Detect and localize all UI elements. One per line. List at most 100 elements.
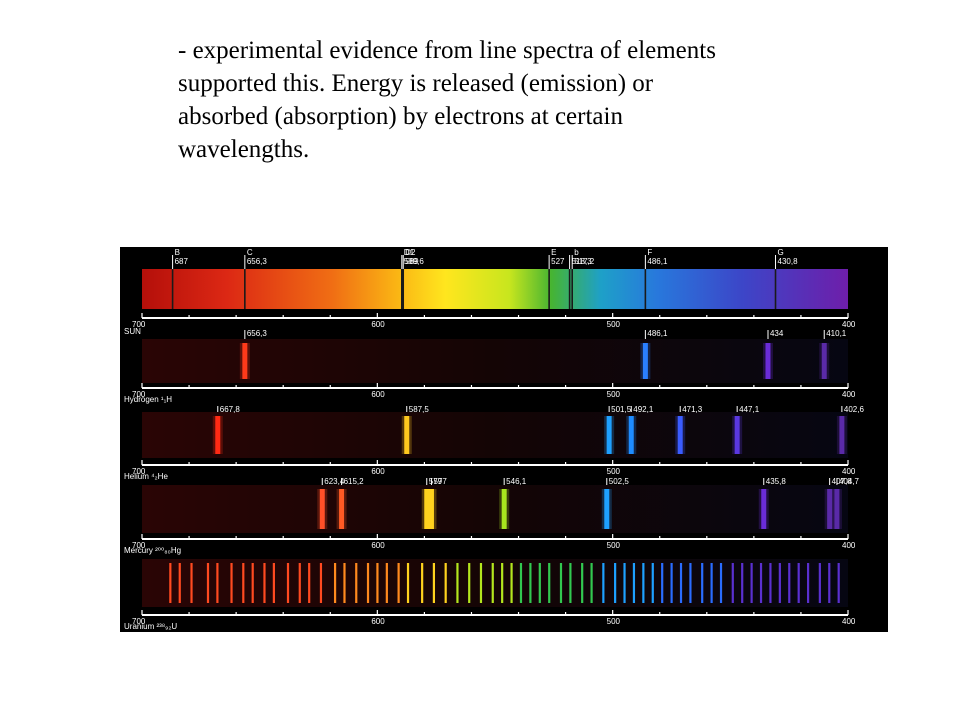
emission-line (769, 563, 772, 603)
fraunhofer-letter: G (778, 248, 784, 257)
emission-line (839, 416, 845, 454)
emission-line (406, 563, 410, 603)
emission-line (731, 563, 734, 603)
caption-line: absorbed (absorption) by electrons at ce… (178, 103, 623, 130)
wavelength-label: 615,2 (344, 477, 365, 486)
emission-line (548, 563, 551, 603)
emission-spectrum-band (142, 485, 848, 533)
axis-tick-label: 700 (132, 320, 146, 329)
emission-line (606, 416, 612, 454)
emission-line (501, 489, 507, 529)
axis-tick-label: 500 (607, 541, 621, 550)
spectra-figure: B 687 C 656,3 D1 589,6 D2 589 E 527 518,3 b 517,2 F 48… (120, 247, 888, 632)
emission-line (778, 563, 781, 603)
emission-line (263, 563, 266, 603)
element-label: Hydrogen ¹₁H (124, 395, 172, 404)
emission-line (837, 563, 840, 603)
emission-line (590, 563, 593, 603)
fraunhofer-letter: F (647, 248, 652, 257)
emission-line (178, 563, 181, 603)
emission-line (821, 343, 827, 379)
emission-line (661, 563, 664, 603)
wavelength-label: 667,8 (220, 405, 241, 414)
emission-line (385, 563, 388, 603)
wavelength-label: 402,6 (844, 405, 865, 414)
wavelength-label: 518,3 (572, 257, 593, 266)
caption-line: supported this. Energy is released (emis… (178, 70, 654, 97)
emission-line (750, 563, 753, 603)
element-label: Mercury ²⁰⁰₈₀Hg (124, 546, 181, 555)
emission-line (468, 563, 471, 603)
wavelength-label: 687 (175, 257, 189, 266)
emission-line (298, 563, 301, 603)
emission-line (308, 563, 311, 603)
axis-tick-label: 500 (607, 617, 621, 626)
emission-line (421, 563, 424, 603)
axis-tick-label: 400 (842, 541, 856, 550)
wavelength-label: 527 (551, 257, 565, 266)
emission-line (788, 563, 791, 603)
emission-line (169, 563, 172, 603)
wavelength-label: 517,2 (574, 257, 595, 266)
emission-line (818, 563, 821, 603)
emission-line (251, 563, 254, 603)
emission-line (242, 343, 248, 379)
wavelength-label: 546,1 (506, 477, 527, 486)
axis-tick-label: 700 (132, 617, 146, 626)
emission-line (215, 416, 221, 454)
wavelength-label: 492,1 (633, 405, 654, 414)
emission-line (230, 563, 233, 603)
emission-line (286, 563, 290, 603)
emission-line (581, 563, 584, 603)
wavelength-label: 656,3 (247, 257, 268, 266)
wavelength-label: 501,5 (611, 405, 632, 414)
fraunhofer-letter: b (574, 248, 579, 257)
wavelength-label: 577 (433, 477, 447, 486)
emission-line (834, 489, 840, 529)
wavelength-label: 589 (405, 257, 419, 266)
emission-line (828, 563, 831, 603)
axis-tick-label: 700 (132, 541, 146, 550)
emission-line (397, 563, 400, 603)
emission-line (355, 563, 358, 603)
element-label: SUN (124, 327, 141, 336)
axis-tick-label: 700 (132, 467, 146, 476)
emission-line (827, 489, 833, 529)
emission-line (432, 563, 436, 603)
emission-line (741, 563, 744, 603)
emission-line (319, 563, 323, 603)
emission-line (529, 563, 532, 603)
emission-line (614, 563, 617, 603)
fraunhofer-letter: E (551, 248, 556, 257)
emission-line (479, 563, 483, 603)
wavelength-label: 656,3 (247, 329, 268, 338)
wavelength-label: 587,5 (409, 405, 430, 414)
emission-line (710, 563, 713, 603)
emission-line (677, 416, 683, 454)
emission-line (216, 563, 219, 603)
wavelength-label: 407,8 (832, 477, 853, 486)
element-label: Uranium ²³⁸₉₂U (124, 622, 177, 631)
wavelength-label: 430,8 (778, 257, 799, 266)
fraunhofer-letter: B (175, 248, 180, 257)
axis-tick-label: 500 (607, 320, 621, 329)
emission-line (569, 563, 572, 603)
fraunhofer-letter: D2 (405, 248, 416, 257)
emission-line (806, 563, 810, 603)
emission-line (519, 563, 523, 603)
axis-tick-label: 400 (842, 467, 856, 476)
emission-line (761, 489, 767, 529)
emission-line (642, 563, 645, 603)
emission-line (670, 563, 673, 603)
emission-line (424, 489, 430, 529)
emission-line (510, 563, 513, 603)
emission-spectrum-band (142, 559, 848, 607)
emission-line (538, 563, 541, 603)
axis-tick-label: 500 (607, 390, 621, 399)
wavelength-label: 434 (770, 329, 784, 338)
emission-line (444, 563, 447, 603)
emission-line (404, 416, 410, 454)
emission-line (501, 563, 504, 603)
wavelength-label: 471,3 (682, 405, 703, 414)
emission-line (559, 563, 563, 603)
